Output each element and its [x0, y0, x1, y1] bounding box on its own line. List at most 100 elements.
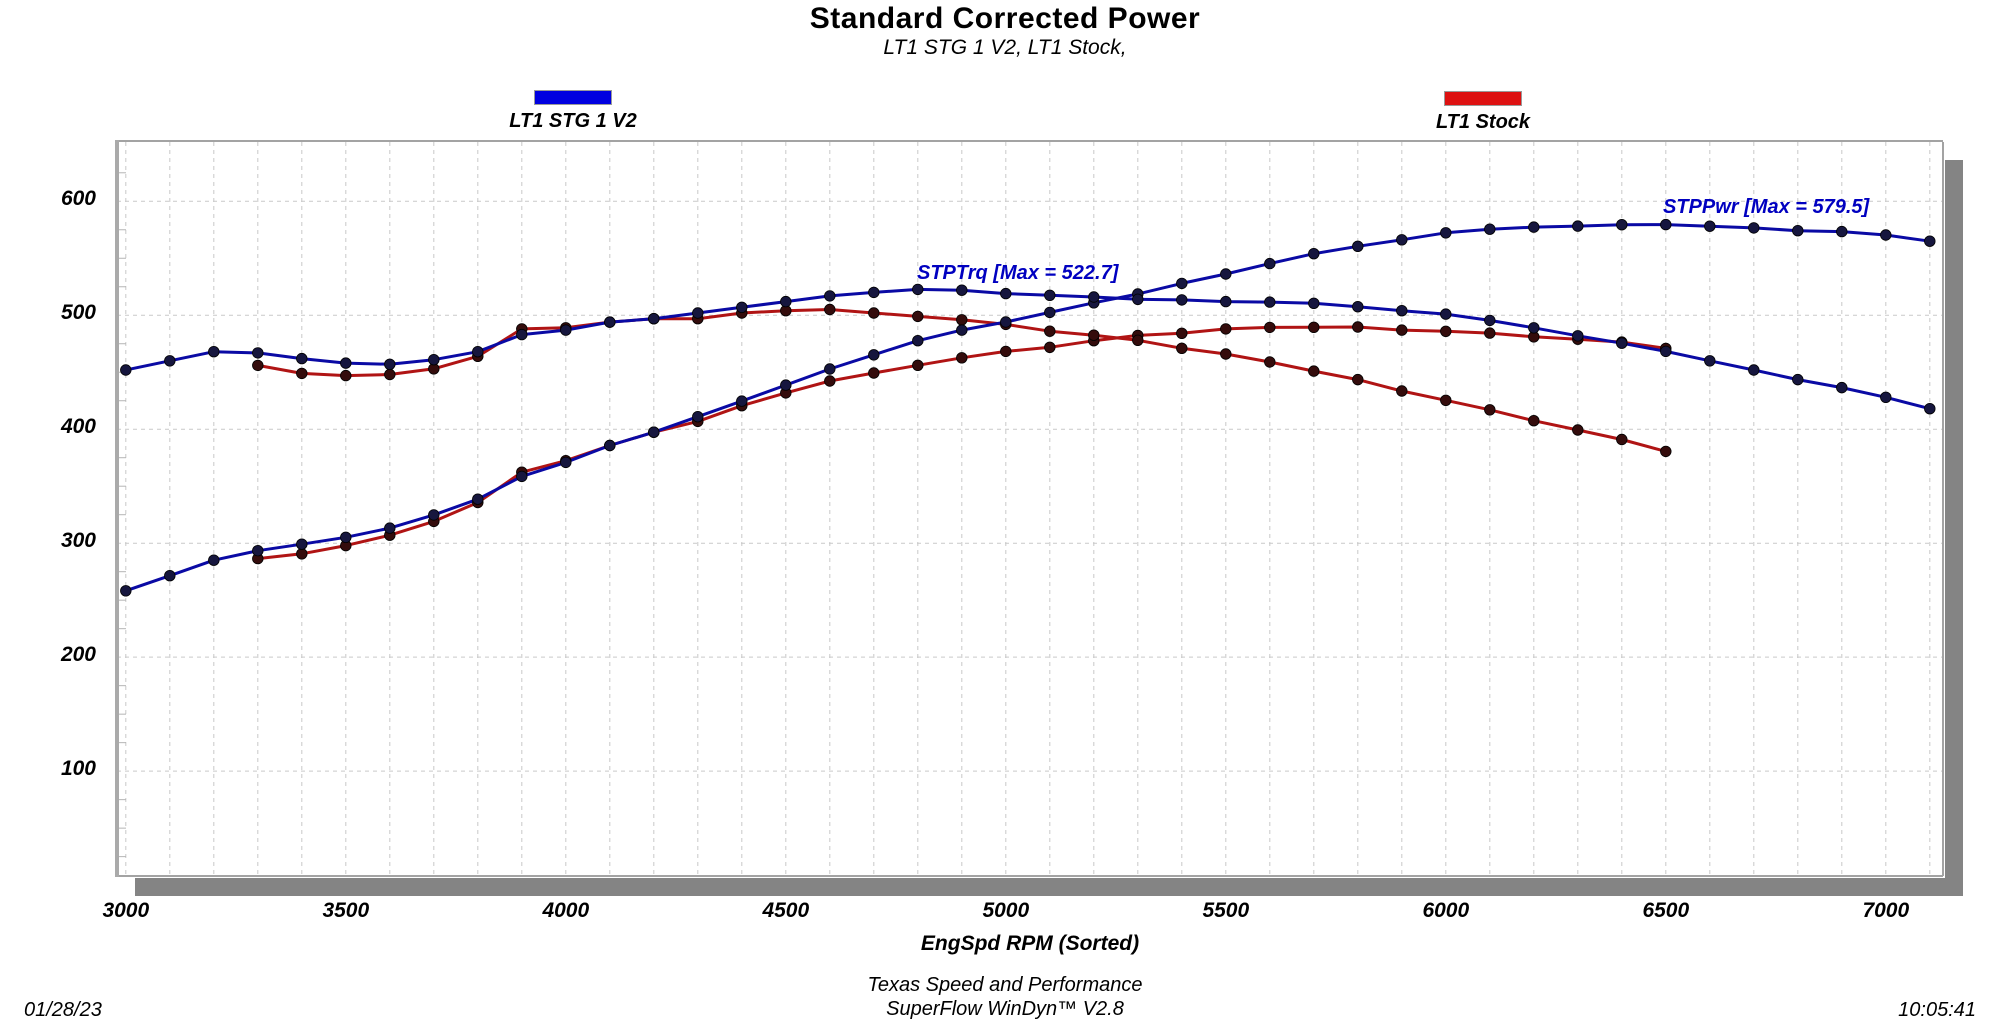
data-point-lt1-stg-1-v2-stptrq [384, 358, 396, 371]
data-point-lt1-stock-stptrq [252, 359, 264, 372]
data-point-lt1-stg-1-v2-stptrq [472, 346, 484, 358]
data-point-lt1-stock-stptrq [1132, 334, 1144, 347]
data-point-lt1-stg-1-v2-stppwr [428, 509, 440, 521]
data-point-lt1-stock-stppwr [1396, 324, 1408, 336]
x-tick-label: 4000 [542, 899, 590, 922]
data-point-lt1-stg-1-v2-stppwr [692, 411, 704, 423]
data-point-lt1-stg-1-v2-stptrq [824, 290, 836, 302]
data-point-lt1-stg-1-v2-stppwr [604, 439, 616, 452]
data-point-lt1-stg-1-v2-stppwr [208, 554, 220, 566]
data-point-lt1-stg-1-v2-stptrq [516, 328, 528, 341]
data-point-lt1-stg-1-v2-stppwr [1572, 220, 1584, 232]
data-point-lt1-stock-stptrq [912, 310, 924, 323]
data-point-lt1-stock-stppwr [1000, 345, 1012, 358]
data-point-lt1-stock-stptrq [1352, 373, 1364, 386]
data-point-lt1-stg-1-v2-stppwr [1836, 225, 1848, 238]
data-point-lt1-stock-stptrq [868, 307, 880, 319]
data-point-lt1-stg-1-v2-stptrq [692, 307, 704, 319]
data-point-lt1-stg-1-v2-stptrq [1044, 289, 1056, 302]
data-point-lt1-stg-1-v2-stptrq [1132, 293, 1144, 306]
legend-label-lt1-stg1-v2: LT1 STG 1 V2 [509, 110, 637, 132]
data-point-lt1-stg-1-v2-stptrq [1176, 294, 1188, 306]
data-point-lt1-stg-1-v2-stppwr [1308, 247, 1320, 260]
x-tick-label: 3000 [102, 899, 150, 922]
y-tick-label: 200 [60, 643, 96, 667]
data-point-lt1-stg-1-v2-stppwr [1440, 227, 1452, 239]
data-point-lt1-stg-1-v2-stptrq [780, 295, 792, 308]
data-point-lt1-stg-1-v2-stppwr [780, 379, 792, 391]
data-point-lt1-stg-1-v2-stppwr [1880, 229, 1892, 241]
data-point-lt1-stock-stppwr [1352, 321, 1364, 333]
data-point-lt1-stock-stppwr [1264, 321, 1276, 334]
data-point-lt1-stg-1-v2-stptrq [1088, 291, 1100, 303]
data-point-lt1-stg-1-v2-stptrq [1440, 308, 1452, 320]
data-point-lt1-stg-1-v2-stptrq [1396, 305, 1408, 317]
x-tick-label: 7000 [1862, 899, 1910, 922]
data-point-lt1-stg-1-v2-stppwr [1792, 224, 1804, 237]
data-point-lt1-stg-1-v2-stppwr [560, 456, 572, 469]
footer-time: 10:05:41 [1898, 999, 1976, 1021]
data-point-lt1-stg-1-v2-stptrq [868, 286, 880, 299]
data-point-lt1-stock-stptrq [384, 368, 396, 381]
data-point-lt1-stock-stptrq [956, 314, 968, 326]
data-point-lt1-stg-1-v2-stppwr [1396, 234, 1408, 246]
data-point-lt1-stg-1-v2-stppwr [956, 324, 968, 336]
data-point-lt1-stg-1-v2-stptrq [1352, 301, 1364, 313]
data-point-lt1-stock-stppwr [824, 375, 836, 387]
data-point-lt1-stg-1-v2-stppwr [1352, 240, 1364, 253]
data-point-lt1-stg-1-v2-stppwr [1000, 316, 1012, 328]
data-point-lt1-stg-1-v2-stptrq [912, 283, 924, 296]
data-point-lt1-stg-1-v2-stptrq [604, 316, 616, 328]
curve-lt1-stg-1-v2-stppwr [125, 223, 1931, 593]
data-point-lt1-stg-1-v2-stppwr [252, 545, 264, 557]
data-point-lt1-stg-1-v2-stppwr [516, 470, 528, 483]
data-point-lt1-stg-1-v2-stppwr [1924, 235, 1936, 247]
y-tick-label: 100 [60, 757, 96, 781]
x-tick-label: 5000 [982, 899, 1030, 922]
plot-shadow-bottom [135, 878, 1961, 896]
legend-swatch-lt1-stock [1444, 91, 1522, 106]
data-point-lt1-stg-1-v2-stptrq [1880, 391, 1892, 404]
data-point-lt1-stg-1-v2-stptrq [120, 364, 132, 376]
data-point-lt1-stg-1-v2-stppwr [340, 531, 352, 544]
data-point-lt1-stg-1-v2-stptrq [1220, 295, 1232, 308]
data-point-lt1-stock-stppwr [1220, 323, 1232, 335]
data-point-lt1-stg-1-v2-stppwr [296, 538, 308, 550]
data-point-lt1-stock-stptrq [1616, 433, 1628, 446]
data-point-lt1-stg-1-v2-stppwr [1748, 222, 1760, 234]
data-point-lt1-stg-1-v2-stppwr [1220, 268, 1232, 280]
data-point-lt1-stock-stptrq [1088, 329, 1100, 341]
chart-title: Standard Corrected Power [809, 2, 1201, 35]
data-point-lt1-stock-stptrq [1220, 348, 1232, 360]
data-point-lt1-stg-1-v2-stptrq [1924, 403, 1936, 415]
data-point-lt1-stock-stptrq [1264, 356, 1276, 368]
data-point-lt1-stg-1-v2-stptrq [1748, 364, 1760, 376]
data-point-lt1-stg-1-v2-stptrq [1000, 287, 1012, 300]
data-point-lt1-stock-stppwr [1308, 321, 1320, 334]
data-point-lt1-stg-1-v2-stptrq [296, 352, 308, 365]
data-point-lt1-stg-1-v2-stppwr [1176, 277, 1188, 290]
data-point-lt1-stg-1-v2-stppwr [1704, 220, 1716, 232]
data-point-lt1-stg-1-v2-stptrq [428, 354, 440, 366]
data-point-lt1-stock-stptrq [1572, 424, 1584, 436]
data-point-lt1-stg-1-v2-stptrq [648, 313, 660, 325]
data-point-lt1-stg-1-v2-stptrq [1792, 373, 1804, 386]
data-point-lt1-stock-stptrq [1440, 394, 1452, 407]
data-point-lt1-stock-stppwr [296, 548, 308, 560]
x-tick-label: 3500 [322, 899, 370, 922]
data-point-lt1-stg-1-v2-stppwr [648, 426, 660, 438]
data-point-lt1-stock-stppwr [956, 352, 968, 364]
data-point-lt1-stg-1-v2-stppwr [1616, 218, 1628, 231]
annotation-stppwr-max: STPPwr [Max = 579.5] [1663, 196, 1870, 218]
data-point-lt1-stg-1-v2-stppwr [1660, 218, 1672, 231]
data-point-lt1-stock-stppwr [868, 367, 880, 379]
curve-lt1-stg-1-v2-stptrq [125, 287, 1931, 411]
data-point-lt1-stg-1-v2-stppwr [164, 570, 176, 582]
data-point-lt1-stg-1-v2-stptrq [1528, 322, 1540, 334]
data-point-lt1-stock-stppwr [912, 359, 924, 372]
plot-area [117, 142, 1943, 876]
data-point-lt1-stg-1-v2-stptrq [1704, 355, 1716, 367]
data-point-lt1-stg-1-v2-stptrq [1264, 296, 1276, 308]
